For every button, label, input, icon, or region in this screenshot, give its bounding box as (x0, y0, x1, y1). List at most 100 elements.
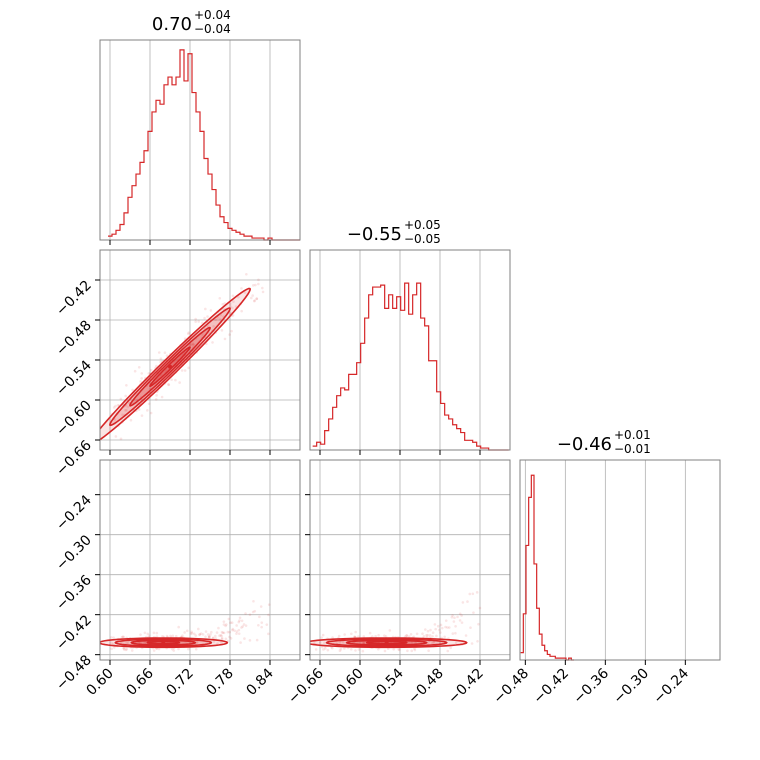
sample-point (183, 369, 187, 372)
sample-point (331, 646, 334, 650)
sample-point (204, 630, 208, 633)
contour-line (130, 639, 197, 646)
sample-point (464, 634, 468, 637)
sample-point (354, 630, 357, 634)
sample-point (353, 635, 356, 639)
sample-point (454, 624, 457, 628)
sample-point (210, 630, 213, 634)
x-tick-label: 0.78 (203, 666, 236, 699)
sample-point (124, 409, 127, 412)
sample-point (403, 635, 407, 638)
sample-point (361, 649, 365, 653)
sample-point (112, 636, 115, 639)
sample-point (206, 325, 210, 328)
sample-point (368, 631, 372, 635)
sample-point (139, 380, 142, 383)
sample-point (124, 394, 127, 398)
sample-point (469, 626, 472, 629)
sample-point (338, 649, 342, 653)
panel-hist-param-1: −0.55 +0.05−0.05 (309, 218, 511, 455)
sample-point (235, 624, 238, 627)
sample-point (212, 324, 215, 328)
histogram-bin (389, 295, 393, 450)
y-tick-label: −0.42 (53, 612, 95, 654)
sample-point (231, 628, 234, 632)
grid-lines (100, 250, 300, 450)
histogram-bin (144, 151, 148, 240)
sample-point (392, 647, 396, 651)
sample-point (444, 625, 447, 629)
title-median: −0.46 (557, 434, 612, 455)
sample-point (235, 630, 239, 633)
sample-point (194, 320, 197, 323)
density-peak (161, 640, 166, 645)
sample-point (237, 632, 241, 635)
sample-point (374, 634, 377, 638)
sample-point (321, 633, 325, 637)
histogram-bin (160, 104, 164, 240)
sample-point (229, 637, 233, 640)
sample-point (187, 332, 190, 336)
sample-point (476, 639, 479, 643)
histogram-bin (176, 77, 180, 240)
sample-point (126, 641, 130, 645)
sample-point (167, 383, 171, 387)
sample-point (181, 634, 184, 637)
x-tick-label: −0.54 (365, 665, 407, 707)
sample-point (228, 333, 231, 336)
sample-point (224, 624, 227, 628)
sample-point (237, 628, 241, 632)
sample-point (227, 617, 231, 621)
panel-frame (519, 459, 721, 661)
contour-line (149, 346, 191, 388)
sample-point (191, 342, 195, 345)
contour-line (100, 637, 229, 649)
title-median: 0.70 (152, 14, 192, 35)
histogram-bin (421, 318, 425, 450)
sample-point (149, 368, 153, 372)
sample-point (383, 634, 386, 637)
sample-point (125, 647, 129, 651)
sample-point (439, 631, 442, 634)
panel-hist-param-2: −0.48−0.42−0.36−0.30−0.24 −0.46 +0.01−0.01 (491, 428, 721, 707)
sample-point (194, 634, 198, 637)
sample-point (239, 641, 242, 644)
sample-point (155, 394, 158, 397)
panel-frame (309, 249, 511, 451)
sample-point (231, 627, 235, 631)
contour-line (100, 287, 251, 441)
sample-point (121, 635, 125, 638)
contour-line (109, 307, 231, 427)
histogram-bin (385, 308, 389, 450)
sample-point (197, 627, 200, 631)
sample-point (377, 633, 380, 637)
sample-point (456, 615, 459, 619)
histogram-bin (401, 310, 405, 450)
sample-point (461, 601, 465, 604)
grid-lines (524, 460, 686, 660)
histogram-bin (341, 388, 345, 450)
sample-point (436, 624, 440, 628)
y-tick-label: −0.54 (53, 357, 95, 399)
title-lower-error: −0.05 (404, 232, 441, 246)
sample-point (458, 619, 462, 622)
sample-point (172, 649, 176, 652)
sample-point (221, 303, 225, 306)
panel-hist-param-0: 0.70 +0.04−0.04 (99, 8, 301, 245)
sample-point (159, 357, 163, 360)
sample-point (257, 282, 260, 286)
sample-point (218, 634, 221, 637)
sample-point (119, 437, 123, 441)
sample-point (450, 615, 454, 619)
sample-point (163, 351, 167, 355)
panel-2d-param-1-vs-2: −0.66−0.60−0.54−0.48−0.42 (285, 459, 511, 707)
sample-point (477, 622, 480, 626)
sample-point (195, 641, 199, 644)
panel-2d-content (100, 599, 271, 652)
sample-point (165, 634, 169, 638)
sample-point (251, 610, 255, 614)
sample-point (206, 315, 209, 318)
sample-point (253, 609, 257, 613)
sample-point (189, 632, 193, 635)
sample-point (191, 343, 195, 346)
